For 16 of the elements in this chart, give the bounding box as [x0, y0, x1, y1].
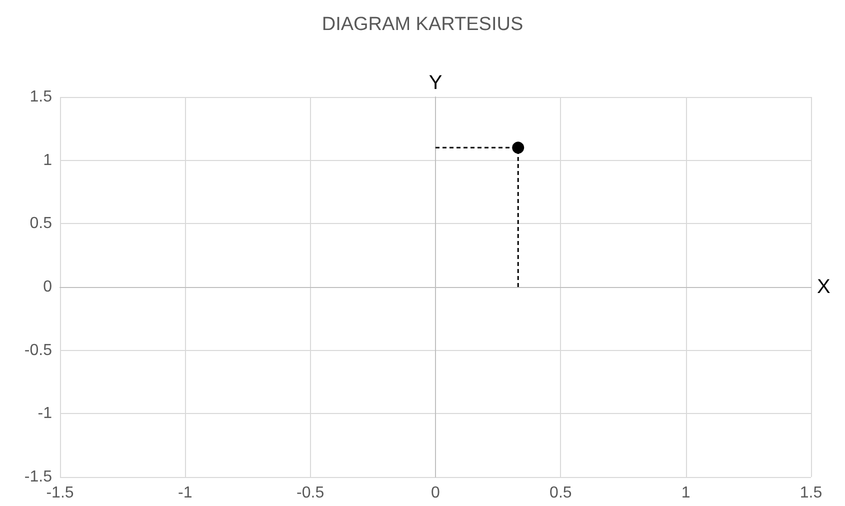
y-tick-label: -0.5 [24, 342, 52, 359]
y-axis-title: Y [428, 72, 442, 94]
x-tick-label: 1 [681, 484, 690, 502]
x-tick-label: 0 [431, 484, 440, 502]
y-tick-label: 0.5 [30, 215, 52, 232]
x-tick-label: 0.5 [550, 484, 572, 502]
x-axis-title: X [817, 276, 830, 298]
y-tick-label: -1.5 [24, 468, 52, 486]
y-tick-label: 1 [43, 152, 52, 169]
x-tick-label: -0.5 [296, 484, 324, 502]
y-tick-label: 1.5 [30, 88, 52, 106]
y-tick-label: -1 [38, 405, 52, 422]
chart-title: DIAGRAM KARTESIUS [322, 14, 524, 35]
y-tick-label: 0 [43, 278, 52, 296]
x-tick-label: -1 [178, 484, 192, 502]
x-tick-label: 1.5 [800, 484, 822, 502]
